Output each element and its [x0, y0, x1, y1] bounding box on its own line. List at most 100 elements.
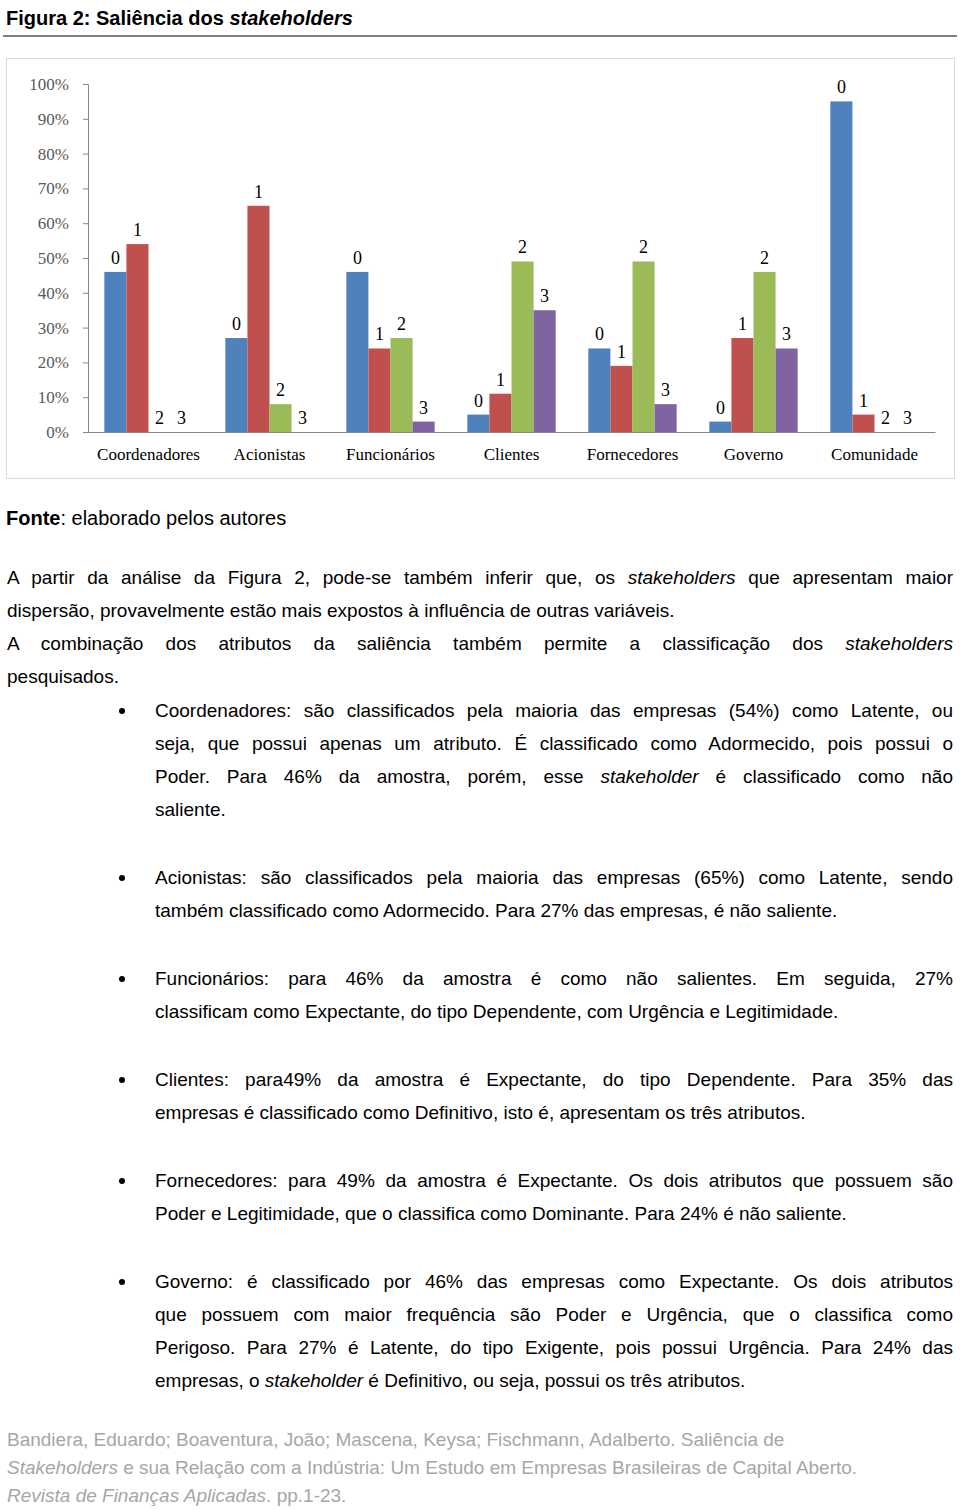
- bar: [126, 244, 148, 432]
- bar: [512, 261, 534, 432]
- text-run: stakeholders: [628, 567, 736, 588]
- bar-label: 0: [595, 324, 604, 344]
- y-axis: 0%10%20%30%40%50%60%70%80%90%100%: [29, 75, 88, 442]
- text-run: empresas é classificado como Definitivo,…: [155, 1102, 806, 1123]
- bar: [875, 432, 897, 433]
- text-line: Funcionários: para 46% da amostra é como…: [155, 962, 953, 995]
- bar: [368, 348, 390, 432]
- text-line: Coordenadores: são classificados pela ma…: [155, 694, 953, 727]
- text-line: Governo: é classificado por 46% das empr…: [155, 1265, 953, 1298]
- bar-label: 1: [375, 324, 384, 344]
- bars: [104, 101, 874, 432]
- text-line: classificam como Expectante, do tipo Dep…: [155, 995, 953, 1028]
- bar-label: 0: [716, 398, 725, 418]
- text-run: que possuem com maior frequência são Pod…: [155, 1304, 953, 1325]
- bar-label: 3: [177, 408, 186, 428]
- y-tick: 90%: [38, 110, 88, 129]
- figure-title: Figura 2: Saliência dos stakeholders: [6, 4, 353, 32]
- bullet-dot: [119, 1279, 125, 1285]
- text-run: A combinação dos atributos da saliência …: [7, 633, 845, 654]
- chart-frame: [7, 59, 955, 479]
- text-line: Perigoso. Para 27% é Latente, do tipo Ex…: [155, 1331, 953, 1364]
- paragraph: Fornecedores: para 49% da amostra é Expe…: [155, 1164, 953, 1230]
- text-run: Fornecedores: para 49% da amostra é Expe…: [155, 1170, 953, 1191]
- text-run: Governo: é classificado por 46% das empr…: [155, 1271, 953, 1292]
- text-line: A partir da análise da Figura 2, pode-se…: [7, 561, 953, 594]
- bar: [830, 101, 852, 432]
- tick-mark: [83, 432, 88, 433]
- text-line: Bandiera, Eduardo; Boaventura, João; Mas…: [7, 1426, 953, 1454]
- y-tick: 20%: [38, 353, 88, 372]
- text-line: Fornecedores: para 49% da amostra é Expe…: [155, 1164, 953, 1197]
- tick-mark: [83, 84, 88, 85]
- source: Fonte: elaborado pelos autores: [6, 502, 286, 535]
- x-tick: Funcionários: [346, 432, 435, 464]
- text-run: Funcionários: para 46% da amostra é como…: [155, 968, 953, 989]
- tick-mark: [83, 362, 88, 363]
- bar: [754, 272, 776, 432]
- bar-label: 3: [540, 286, 549, 306]
- text-line: Poder. Para 46% da amostra, porém, esse …: [155, 760, 953, 793]
- bar-label: 0: [353, 248, 362, 268]
- text-line: Stakeholders e sua Relação com a Indústr…: [7, 1454, 953, 1482]
- text-run: Stakeholders: [7, 1457, 118, 1478]
- paragraph: Clientes: para49% da amostra é Expectant…: [155, 1063, 953, 1129]
- bar: [346, 272, 368, 432]
- bar-label: 0: [111, 248, 120, 268]
- tick-label: Acionistas: [234, 445, 306, 464]
- text-line: que possuem com maior frequência são Pod…: [155, 1298, 953, 1331]
- y-tick: 100%: [29, 75, 88, 94]
- bullet-dot: [119, 1178, 125, 1184]
- text-run: que apresentam maior: [736, 567, 954, 588]
- bar: [171, 432, 193, 433]
- bar-label: 1: [859, 391, 868, 411]
- bar-label: 3: [903, 408, 912, 428]
- tick-label: Fornecedores: [587, 445, 679, 464]
- bar-labels: 0000000111111122222223333333: [111, 77, 912, 428]
- x-tick: Clientes: [484, 432, 540, 464]
- x-tick: Coordenadores: [97, 432, 200, 464]
- paragraph: A combinação dos atributos da saliência …: [7, 627, 953, 693]
- bar-label: 3: [419, 398, 428, 418]
- text-run: Fonte: [6, 507, 60, 529]
- bar: [489, 394, 511, 432]
- y-tick: 40%: [38, 284, 88, 303]
- tick-label: 80%: [38, 145, 69, 164]
- bar-label: 0: [837, 77, 846, 97]
- bar: [149, 432, 171, 433]
- paragraph: Acionistas: são classificados pela maior…: [155, 861, 953, 927]
- bar-label: 1: [254, 182, 263, 202]
- bar: [225, 338, 247, 432]
- text-run: . pp.1-23.: [266, 1485, 346, 1506]
- bar-label: 2: [276, 380, 285, 400]
- tick-label: Clientes: [484, 445, 540, 464]
- bar: [633, 261, 655, 432]
- bar: [588, 348, 610, 432]
- y-tick: 60%: [38, 214, 88, 233]
- bar-label: 3: [298, 408, 307, 428]
- tick-mark: [83, 223, 88, 224]
- bar-label: 2: [518, 237, 527, 257]
- text-line: Clientes: para49% da amostra é Expectant…: [155, 1063, 953, 1096]
- tick-mark: [83, 397, 88, 398]
- text-run: : elaborado pelos autores: [60, 507, 286, 529]
- bar: [104, 272, 126, 432]
- bar-label: 1: [738, 314, 747, 334]
- text-run: Revista de Finanças Aplicadas: [7, 1485, 266, 1506]
- paragraph: A partir da análise da Figura 2, pode-se…: [7, 561, 953, 627]
- text-run: stakeholder: [265, 1370, 363, 1391]
- chart: 0%10%20%30%40%50%60%70%80%90%100%Coorden…: [0, 0, 960, 490]
- text-run: e sua Relação com a Indústria: Um Estudo…: [118, 1457, 857, 1478]
- bar-label: 2: [881, 408, 890, 428]
- bar-label: 2: [760, 248, 769, 268]
- bar-label: 3: [782, 324, 791, 344]
- text-run: classificam como Expectante, do tipo Dep…: [155, 1001, 838, 1022]
- tick-label: Funcionários: [346, 445, 435, 464]
- text-run: stakeholders: [229, 7, 352, 29]
- y-tick: 30%: [38, 319, 88, 338]
- bullet-dot: [119, 1077, 125, 1083]
- tick-label: 10%: [38, 388, 69, 407]
- bar: [413, 422, 435, 432]
- bar-label: 2: [397, 314, 406, 334]
- text-run: Figura 2: Saliência dos: [6, 7, 229, 29]
